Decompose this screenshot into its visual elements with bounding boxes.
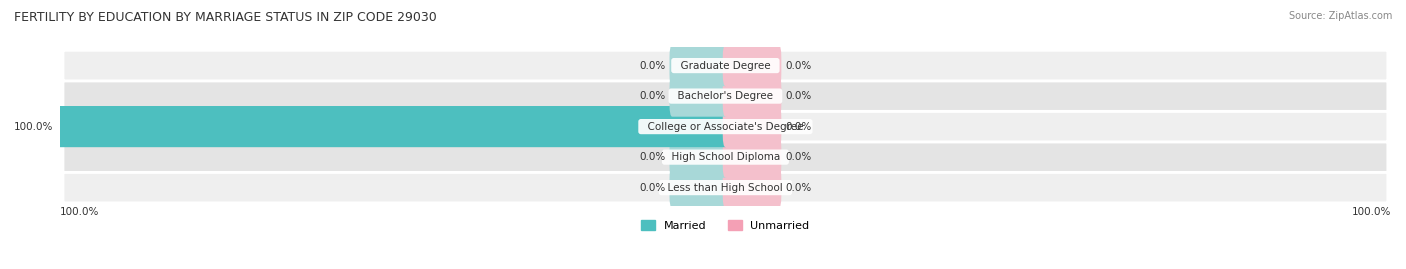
FancyBboxPatch shape bbox=[723, 167, 782, 208]
FancyBboxPatch shape bbox=[669, 136, 728, 178]
FancyBboxPatch shape bbox=[63, 81, 1388, 111]
Text: 0.0%: 0.0% bbox=[786, 183, 811, 193]
Text: 100.0%: 100.0% bbox=[1351, 207, 1391, 217]
Text: 0.0%: 0.0% bbox=[640, 152, 665, 162]
Text: Bachelor's Degree: Bachelor's Degree bbox=[671, 91, 780, 101]
Text: 0.0%: 0.0% bbox=[786, 61, 811, 70]
FancyBboxPatch shape bbox=[63, 111, 1388, 142]
FancyBboxPatch shape bbox=[723, 45, 782, 86]
Text: FERTILITY BY EDUCATION BY MARRIAGE STATUS IN ZIP CODE 29030: FERTILITY BY EDUCATION BY MARRIAGE STATU… bbox=[14, 11, 437, 24]
FancyBboxPatch shape bbox=[723, 76, 782, 117]
FancyBboxPatch shape bbox=[63, 50, 1388, 81]
FancyBboxPatch shape bbox=[723, 136, 782, 178]
FancyBboxPatch shape bbox=[669, 76, 728, 117]
Text: Less than High School: Less than High School bbox=[661, 183, 790, 193]
Text: 0.0%: 0.0% bbox=[786, 152, 811, 162]
Text: 0.0%: 0.0% bbox=[640, 61, 665, 70]
FancyBboxPatch shape bbox=[63, 172, 1388, 203]
Text: Graduate Degree: Graduate Degree bbox=[673, 61, 778, 70]
Legend: Married, Unmarried: Married, Unmarried bbox=[637, 216, 814, 235]
Text: Source: ZipAtlas.com: Source: ZipAtlas.com bbox=[1288, 11, 1392, 21]
Text: 0.0%: 0.0% bbox=[786, 122, 811, 132]
FancyBboxPatch shape bbox=[723, 106, 782, 147]
FancyBboxPatch shape bbox=[669, 45, 728, 86]
Text: 0.0%: 0.0% bbox=[786, 91, 811, 101]
Text: 0.0%: 0.0% bbox=[640, 91, 665, 101]
Text: 100.0%: 100.0% bbox=[60, 207, 100, 217]
Text: 0.0%: 0.0% bbox=[640, 183, 665, 193]
Text: 100.0%: 100.0% bbox=[14, 122, 53, 132]
Text: College or Associate's Degree: College or Associate's Degree bbox=[641, 122, 810, 132]
FancyBboxPatch shape bbox=[58, 106, 728, 147]
FancyBboxPatch shape bbox=[63, 142, 1388, 172]
Text: High School Diploma: High School Diploma bbox=[665, 152, 786, 162]
FancyBboxPatch shape bbox=[669, 167, 728, 208]
